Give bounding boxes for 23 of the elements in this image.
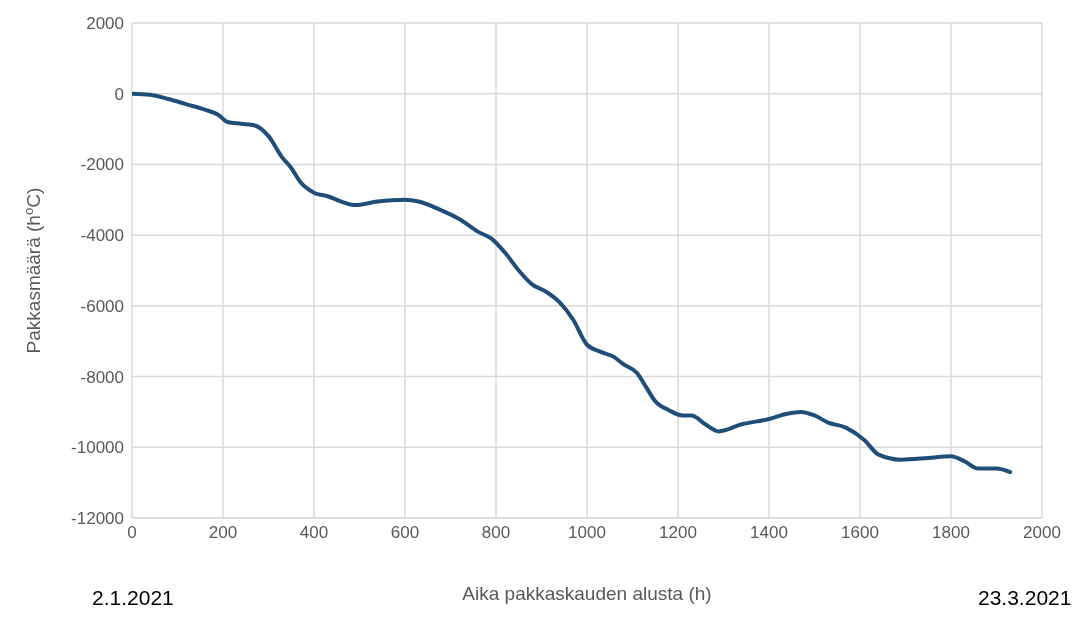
- x-tick-label: 1600: [841, 523, 879, 543]
- x-tick-label: 0: [127, 523, 137, 543]
- text: 23.3.2021: [978, 586, 1072, 610]
- y-tick-label: -2000: [80, 155, 124, 175]
- line-series: [132, 91, 1013, 475]
- x-tick-label: 800: [481, 523, 511, 543]
- x-tick-label: 1400: [750, 523, 788, 543]
- y-tick-label: 2000: [86, 14, 124, 34]
- x-tick-label: 400: [299, 523, 329, 543]
- y-tick-label: 0: [114, 84, 124, 104]
- x-tick-label: 2000: [1023, 523, 1061, 543]
- x-axis-title: Aika pakkaskauden alusta (h): [462, 583, 712, 604]
- x-tick-label: 1200: [659, 523, 697, 543]
- x-tick-label: 200: [208, 523, 238, 543]
- x-tick-label: 1800: [932, 523, 970, 543]
- x-tick-label: 1000: [568, 523, 606, 543]
- y-tick-label: -8000: [80, 367, 124, 387]
- y-tick-label: -6000: [80, 296, 124, 316]
- text: 2.1.2021: [92, 586, 174, 610]
- y-tick-label: -4000: [80, 226, 124, 246]
- y-tick-label: -10000: [71, 438, 124, 458]
- x-tick-label: 600: [390, 523, 420, 543]
- y-tick-label: -12000: [71, 509, 124, 529]
